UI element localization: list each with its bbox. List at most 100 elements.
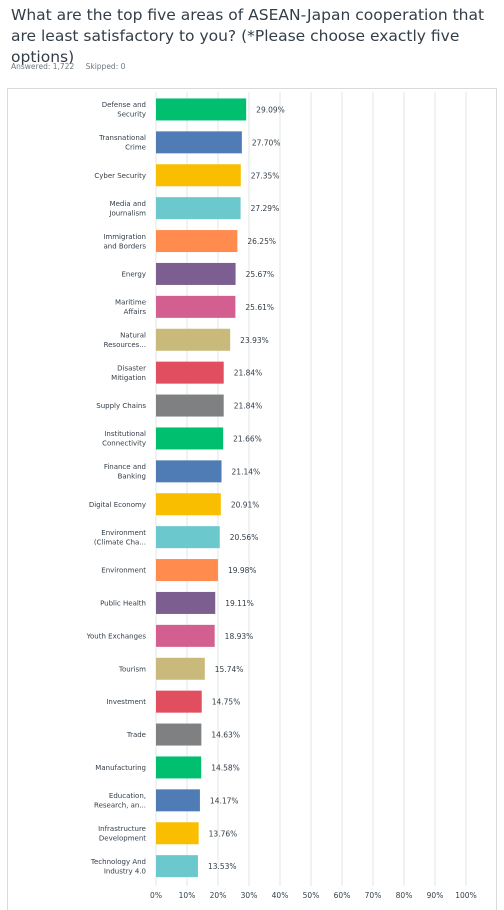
bar[interactable] [156, 460, 222, 483]
value-label: 19.98% [228, 566, 257, 575]
category-label: Connectivity [102, 440, 146, 448]
category-label: Environment [101, 529, 146, 537]
bar[interactable] [156, 493, 221, 516]
bar[interactable] [156, 295, 236, 318]
value-label: 15.74% [215, 665, 244, 674]
category-label: Youth Exchanges [86, 632, 147, 640]
bar[interactable] [156, 262, 236, 285]
x-tick-label: 60% [334, 891, 351, 900]
bar[interactable] [156, 855, 198, 878]
category-label: Investment [106, 698, 146, 706]
value-label: 27.70% [252, 138, 281, 147]
category-label: Public Health [100, 599, 146, 607]
x-tick-label: 90% [427, 891, 444, 900]
category-label: Resources... [104, 341, 146, 349]
bar[interactable] [156, 723, 202, 746]
category-label: Disaster [117, 364, 146, 372]
x-tick-label: 50% [303, 891, 320, 900]
category-label: Maritime [115, 299, 146, 307]
bar[interactable] [156, 427, 224, 450]
bar[interactable] [156, 328, 231, 351]
bar[interactable] [156, 526, 220, 549]
category-label: Supply Chains [96, 402, 146, 410]
category-label: Defense and [102, 101, 146, 109]
value-label: 19.11% [225, 599, 254, 608]
bar[interactable] [156, 756, 202, 779]
bar[interactable] [156, 394, 224, 417]
bar[interactable] [156, 559, 218, 582]
skipped-count: Skipped: 0 [85, 62, 126, 71]
value-label: 13.53% [208, 862, 237, 871]
bar[interactable] [156, 230, 238, 253]
bar[interactable] [156, 197, 241, 220]
category-label: Digital Economy [89, 501, 146, 509]
bar[interactable] [156, 690, 202, 713]
value-label: 14.17% [210, 796, 239, 805]
bar[interactable] [156, 164, 241, 187]
category-label: Manufacturing [95, 764, 146, 772]
category-label: Journalism [108, 209, 146, 217]
value-label: 20.91% [231, 500, 260, 509]
value-label: 20.56% [230, 533, 259, 542]
value-label: 18.93% [225, 632, 254, 641]
category-label: Finance and [104, 463, 146, 471]
value-label: 23.93% [240, 336, 269, 345]
bar[interactable] [156, 624, 215, 647]
category-label: Research, an... [94, 802, 146, 810]
x-tick-label: 80% [396, 891, 413, 900]
value-label: 21.66% [233, 434, 262, 443]
x-tick-label: 70% [365, 891, 382, 900]
chart-card [7, 88, 497, 910]
value-label: 26.25% [247, 237, 276, 246]
bar[interactable] [156, 131, 242, 154]
value-label: 25.61% [245, 303, 274, 312]
category-label: Cyber Security [94, 172, 146, 180]
value-label: 27.29% [251, 204, 280, 213]
question-title: What are the top five areas of ASEAN-Jap… [11, 6, 485, 66]
category-label: Mitigation [111, 374, 146, 382]
category-label: Affairs [124, 308, 147, 316]
x-tick-label: 0% [150, 891, 162, 900]
x-tick-label: 10% [179, 891, 196, 900]
value-label: 14.58% [211, 763, 240, 772]
bar[interactable] [156, 789, 200, 812]
category-label: Security [117, 111, 146, 119]
bar[interactable] [156, 657, 205, 680]
category-label: Infrastructure [98, 825, 146, 833]
category-label: Tourism [118, 665, 146, 673]
category-label: Immigration [103, 233, 146, 241]
category-label: Natural [120, 332, 146, 340]
value-label: 29.09% [256, 105, 285, 114]
response-counts: Answered: 1,722 Skipped: 0 [11, 62, 134, 71]
category-label: Technology And [90, 858, 146, 866]
category-label: Banking [118, 473, 146, 481]
value-label: 21.14% [232, 467, 261, 476]
value-label: 25.67% [246, 270, 275, 279]
value-label: 27.35% [251, 171, 280, 180]
category-label: Development [99, 835, 146, 843]
category-label: Media and [110, 200, 146, 208]
value-label: 14.75% [212, 698, 241, 707]
x-tick-label: 30% [241, 891, 258, 900]
bar[interactable] [156, 361, 224, 384]
bar[interactable] [156, 98, 247, 121]
value-label: 13.76% [209, 829, 238, 838]
value-label: 14.63% [211, 731, 240, 740]
category-label: Institutional [104, 430, 146, 438]
category-label: Trade [126, 731, 146, 739]
x-tick-label: 100% [455, 891, 476, 900]
category-label: (Climate Cha... [94, 538, 146, 546]
category-label: Transnational [98, 134, 146, 142]
x-tick-label: 20% [210, 891, 227, 900]
category-label: Energy [121, 270, 146, 278]
category-label: Environment [101, 567, 146, 575]
category-label: and Borders [103, 242, 146, 250]
bar[interactable] [156, 822, 199, 845]
answered-count: Answered: 1,722 [11, 62, 75, 71]
value-label: 21.84% [234, 402, 263, 411]
category-label: Industry 4.0 [104, 867, 146, 875]
x-tick-label: 40% [272, 891, 289, 900]
category-label: Education, [109, 792, 146, 800]
bar[interactable] [156, 591, 216, 614]
